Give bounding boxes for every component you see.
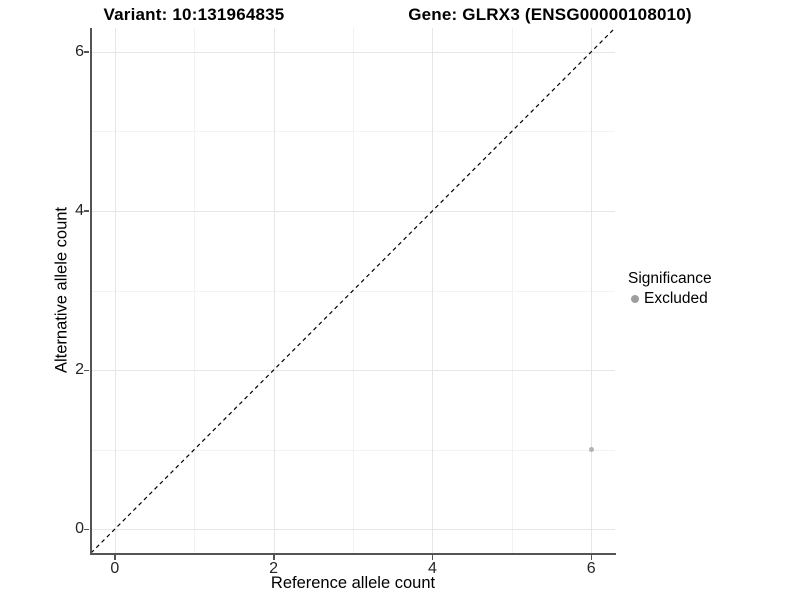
y-tick-label: 6: [75, 42, 84, 60]
legend-item-label: Excluded: [644, 290, 708, 307]
gridline-x-major: [273, 28, 275, 553]
x-tick-label: 6: [586, 560, 596, 577]
x-axis-tick: [114, 555, 116, 560]
gridline-y-major: [91, 370, 615, 372]
x-axis-tick: [590, 555, 593, 560]
y-axis-tick: [84, 528, 89, 531]
x-axis-title: Reference allele count: [270, 574, 436, 592]
x-axis-line: [90, 553, 616, 555]
gridline-y-minor: [91, 131, 615, 133]
x-tick-label: 4: [427, 560, 437, 577]
x-tick-label: 2: [269, 560, 279, 577]
y-tick-label: 4: [75, 201, 84, 219]
excluded-point-icon: [631, 295, 639, 303]
y-axis-line: [90, 28, 92, 555]
y-tick-label: 2: [75, 361, 84, 379]
y-axis-tick: [84, 210, 89, 212]
x-axis-tick: [431, 555, 434, 560]
gridline-y-major: [91, 529, 615, 531]
y-axis-tick: [84, 51, 89, 53]
y-axis-title: Alternative allele count: [52, 206, 71, 374]
legend-item-excluded: Excluded: [628, 290, 712, 308]
gene-title: Gene: GLRX3 (ENSG00000108010): [408, 5, 692, 24]
legend-title: Significance: [628, 270, 712, 287]
gridline-x-major: [432, 28, 434, 553]
identity-dashed-line: [90, 27, 616, 554]
gridline-x-major: [591, 28, 593, 553]
x-axis-tick: [273, 555, 275, 560]
y-tick-label: 0: [75, 520, 84, 538]
variant-title: Variant: 10:131964835: [103, 5, 285, 24]
y-axis-tick: [84, 369, 89, 372]
data-point: [588, 447, 594, 453]
gridline-y-major: [91, 51, 615, 53]
gridline-x-major: [114, 28, 116, 553]
gridline-y-minor: [91, 449, 615, 451]
legend: Significance Excluded: [628, 270, 712, 308]
x-tick-label: 0: [110, 560, 120, 577]
gridline-y-major: [91, 210, 615, 212]
